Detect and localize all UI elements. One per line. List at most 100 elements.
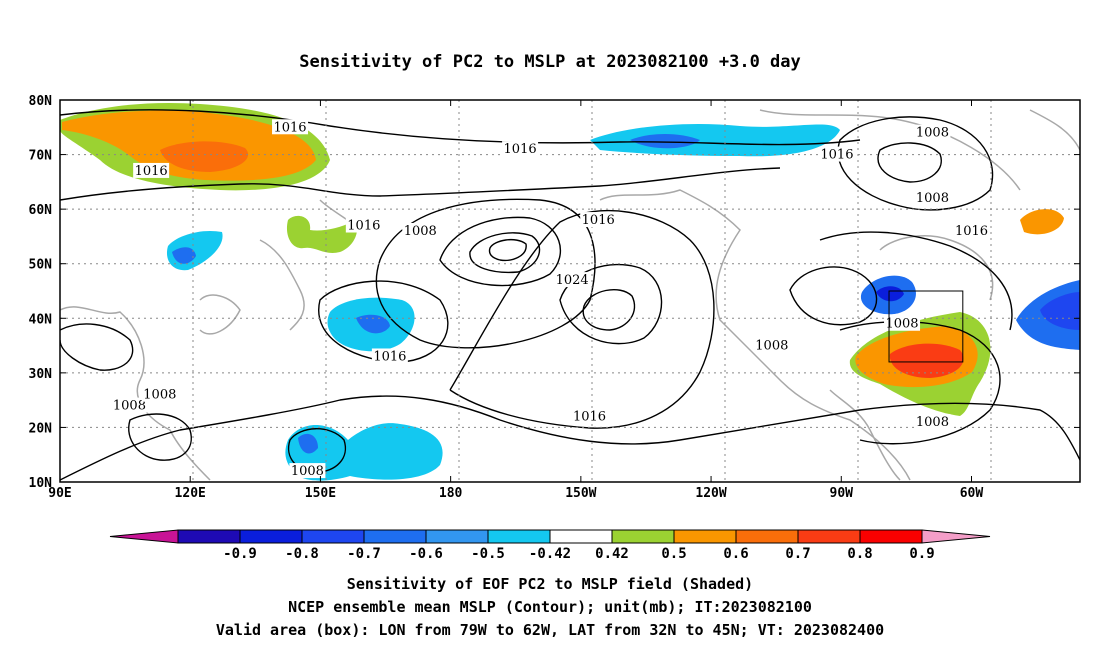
contour-label: 1016 xyxy=(580,212,617,228)
colorbar-segment xyxy=(363,529,427,544)
contour-label: 1008 xyxy=(914,190,951,206)
contour-label-bg xyxy=(953,222,990,238)
caption-line-2: NCEP ensemble mean MSLP (Contour); unit(… xyxy=(288,598,812,616)
x-tick-label: 150E xyxy=(305,486,336,501)
colorbar-segment xyxy=(301,529,365,544)
colorbar-segment xyxy=(239,529,303,544)
contour-label: 1016 xyxy=(345,217,382,234)
contour-label-text: 1024 xyxy=(556,273,589,288)
colorbar-label: 0.8 xyxy=(847,546,872,562)
contour-label-text: 1008 xyxy=(404,224,437,239)
colorbar-segment xyxy=(611,529,675,544)
colorbar-label: -0.7 xyxy=(347,546,381,562)
contour-label: 1016 xyxy=(818,146,855,163)
y-tick-label: 30N xyxy=(29,367,53,382)
contour-label: 1008 xyxy=(402,222,439,239)
colorbar-segment xyxy=(487,529,551,544)
x-tick-label: 150W xyxy=(565,486,596,501)
contour-label: 1016 xyxy=(502,141,539,157)
contour-label-bg xyxy=(914,124,951,140)
contour-label-text: 1008 xyxy=(291,464,324,479)
shade-deepblue-manchuria xyxy=(172,247,196,264)
caption-line-1: Sensitivity of EOF PC2 to MSLP field (Sh… xyxy=(347,575,753,593)
contour-label-text: 1008 xyxy=(143,388,176,403)
contour-label: 1024 xyxy=(554,272,591,288)
x-tick-label: 120W xyxy=(695,486,726,501)
x-tick-label: 90E xyxy=(48,486,71,501)
contour-label: 1016 xyxy=(272,119,309,135)
map-frame xyxy=(59,99,1081,483)
contour-label-text: 1016 xyxy=(955,224,988,239)
colorbar-segment xyxy=(797,529,861,544)
valid-area-box xyxy=(888,290,964,363)
contour-label-text: 1008 xyxy=(916,415,949,430)
y-tick-label: 60N xyxy=(29,203,53,218)
shade-red-eastcoast xyxy=(889,343,964,378)
contour-label-bg xyxy=(272,119,309,135)
colorbar-low-arrow xyxy=(109,529,179,544)
contour-label-bg xyxy=(554,272,591,288)
shade-darkblue-arctic xyxy=(630,134,700,149)
colorbar-label: -0.6 xyxy=(409,546,443,562)
shade-darkblue-northeast xyxy=(876,286,904,302)
colorbar-high-arrow xyxy=(921,529,991,544)
contour-labels: 1016 1016 1016 1016 1016 1008 1016 1008 1024 1008… xyxy=(111,119,990,479)
mslp-contours xyxy=(60,109,1080,481)
contour-label-bg xyxy=(111,397,148,413)
contour-label-bg xyxy=(571,408,608,424)
contour-label-text: 1016 xyxy=(135,164,168,179)
contour-label-text: 1016 xyxy=(347,219,380,234)
contour-label: 1016 xyxy=(571,408,608,425)
grid-lines xyxy=(60,100,1080,482)
contour-label-bg xyxy=(402,222,439,238)
contour-label: 1008 xyxy=(884,315,921,332)
colorbar-label: -0.9 xyxy=(223,546,257,562)
contour-label-text: 1016 xyxy=(582,213,615,228)
shade-darkblue-atlantic xyxy=(1040,292,1080,330)
coastlines xyxy=(60,109,1080,481)
shade-blue-arctic xyxy=(590,123,840,157)
colorbar-label: 0.7 xyxy=(785,546,810,562)
x-tick-label: 180 xyxy=(439,486,463,501)
y-tick-label: 10N xyxy=(29,476,53,491)
colorbar-segment xyxy=(549,529,613,544)
contour-label-text: 1016 xyxy=(504,142,537,157)
colorbar: -0.9 -0.8 -0.7 -0.6 -0.5 -0.42 0.42 0.5 0.6 0.7 0.… xyxy=(109,529,991,562)
colorbar-segment xyxy=(859,529,923,544)
contour-label-text: 1008 xyxy=(113,399,146,414)
contour-label-text: 1016 xyxy=(373,349,406,364)
contour-label-bg xyxy=(914,413,951,429)
y-tick-label: 20N xyxy=(29,421,53,436)
y-axis: 80N 70N 60N 50N 40N 30N 20N 10N xyxy=(29,94,1080,491)
contour-label-bg xyxy=(884,315,921,331)
contour-label-bg xyxy=(371,348,408,364)
contour-label-bg xyxy=(818,146,855,162)
shade-green-japan xyxy=(286,215,357,253)
contour-label: 1008 xyxy=(111,397,148,414)
contour-label-bg xyxy=(580,212,617,228)
contour-label-text: 1008 xyxy=(916,126,949,141)
shade-orange-labrador xyxy=(1020,209,1064,235)
y-tick-label: 70N xyxy=(29,149,53,164)
x-axis: 90E 120E 150E 180 150W 120W 90W 60W xyxy=(48,100,983,501)
contour-label-bg xyxy=(753,337,790,353)
contour-label: 1016 xyxy=(953,222,990,239)
contour-label: 1008 xyxy=(914,124,951,141)
x-tick-label: 90W xyxy=(830,486,854,501)
y-tick-label: 40N xyxy=(29,312,53,327)
contour-label-text: 1008 xyxy=(885,317,918,332)
colorbar-segment xyxy=(735,529,799,544)
shade-midblue-tropics xyxy=(298,433,318,454)
x-tick-label: 120E xyxy=(175,486,206,501)
contour-label: 1008 xyxy=(753,337,790,354)
contour-label-text: 1016 xyxy=(273,120,306,135)
contour-label-text: 1008 xyxy=(916,191,949,206)
x-tick-label: 60W xyxy=(960,486,984,501)
captions: Sensitivity of EOF PC2 to MSLP field (Sh… xyxy=(216,575,884,639)
contour-label: 1008 xyxy=(141,386,178,403)
contour-label-bg xyxy=(141,386,178,402)
colorbar-segment xyxy=(177,529,241,544)
contour-label: 1008 xyxy=(914,413,951,430)
colorbar-segment xyxy=(673,529,737,544)
